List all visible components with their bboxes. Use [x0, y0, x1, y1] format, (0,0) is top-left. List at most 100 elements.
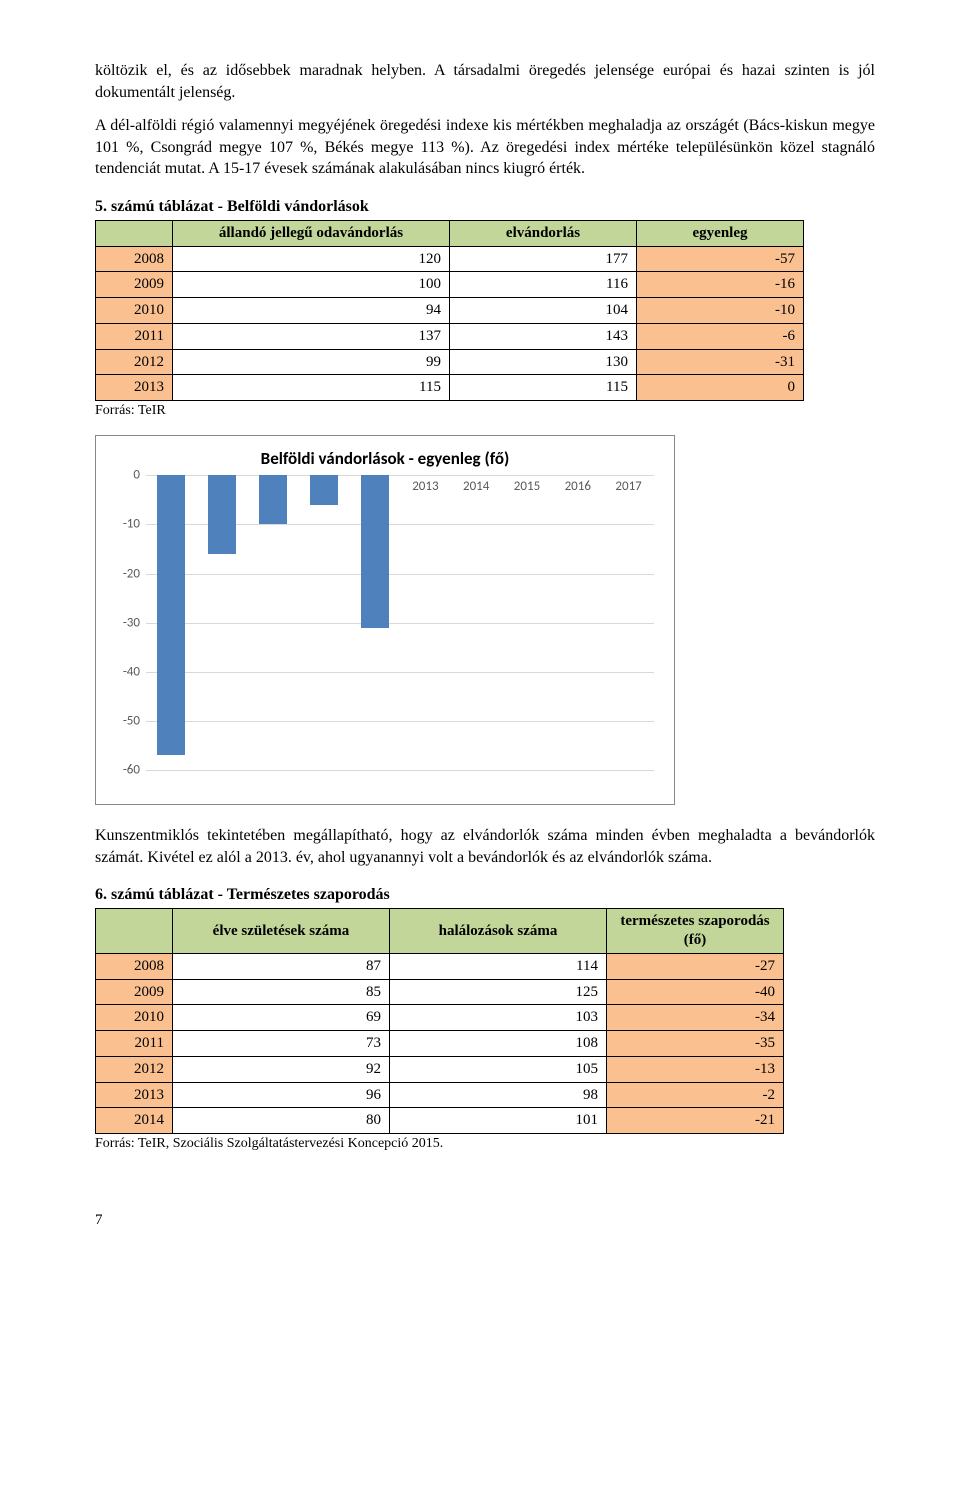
- chart-bar: [208, 475, 236, 554]
- table6-cell: 87: [173, 953, 390, 979]
- table5-cell: -6: [637, 323, 804, 349]
- table-row: 201173108-35: [96, 1031, 784, 1057]
- table6-year: 2014: [96, 1108, 173, 1134]
- table5-cell: -16: [637, 272, 804, 298]
- table5-cell: 104: [450, 298, 637, 324]
- table-row: 201069103-34: [96, 1005, 784, 1031]
- table6-header: halálozások száma: [390, 909, 607, 954]
- table6-header: élve születések száma: [173, 909, 390, 954]
- chart-y-label: -10: [110, 517, 140, 532]
- table6-source: Forrás: TeIR, Szociális Szolgáltatásterv…: [95, 1136, 875, 1152]
- table6-year: 2009: [96, 979, 173, 1005]
- table-row: 2009100116-16: [96, 272, 804, 298]
- chart-x-label: 2014: [451, 479, 502, 494]
- chart-y-label: -20: [110, 566, 140, 581]
- chart-bar: [310, 475, 338, 505]
- chart-x-label: 2015: [502, 479, 553, 494]
- paragraph-1: költözik el, és az idősebbek maradnak he…: [95, 60, 875, 103]
- page-number: 7: [95, 1212, 875, 1229]
- table6-header-blank: [96, 909, 173, 954]
- table5-cell: 120: [173, 246, 450, 272]
- chart-gridline: [146, 623, 654, 624]
- table6-cell: -40: [607, 979, 784, 1005]
- table6-cell: 73: [173, 1031, 390, 1057]
- table5-year: 2011: [96, 323, 173, 349]
- table5-source: Forrás: TeIR: [95, 403, 875, 419]
- page: költözik el, és az idősebbek maradnak he…: [0, 0, 960, 1269]
- chart-y-label: 0: [110, 468, 140, 483]
- table5-cell: -10: [637, 298, 804, 324]
- table5-year: 2010: [96, 298, 173, 324]
- table6-cell: -27: [607, 953, 784, 979]
- table5-header: állandó jellegű odavándorlás: [173, 220, 450, 246]
- table5-cell: 115: [450, 375, 637, 401]
- table5-year: 2013: [96, 375, 173, 401]
- table6-year: 2012: [96, 1056, 173, 1082]
- table6-cell: -2: [607, 1082, 784, 1108]
- table5-cell: 0: [637, 375, 804, 401]
- table6-cell: -13: [607, 1056, 784, 1082]
- table6-cell: 108: [390, 1031, 607, 1057]
- table-row: 2008120177-57: [96, 246, 804, 272]
- table5-cell: -31: [637, 349, 804, 375]
- chart-y-label: -50: [110, 714, 140, 729]
- table-row: 201299130-31: [96, 349, 804, 375]
- table5-cell: 100: [173, 272, 450, 298]
- table5-year: 2012: [96, 349, 173, 375]
- table6-cell: 105: [390, 1056, 607, 1082]
- table6-year: 2013: [96, 1082, 173, 1108]
- table5-year: 2008: [96, 246, 173, 272]
- chart-bar: [157, 475, 185, 755]
- table6-cell: 96: [173, 1082, 390, 1108]
- table6-cell: 101: [390, 1108, 607, 1134]
- table6-cell: 103: [390, 1005, 607, 1031]
- chart-bar: [361, 475, 389, 627]
- table-row: 20139698-2: [96, 1082, 784, 1108]
- table-row: 2011137143-6: [96, 323, 804, 349]
- table5-cell: 137: [173, 323, 450, 349]
- paragraph-3: Kunszentmiklós tekintetében megállapítha…: [95, 825, 875, 868]
- table5-cell: 177: [450, 246, 637, 272]
- chart-y-label: -40: [110, 664, 140, 679]
- chart-gridline: [146, 672, 654, 673]
- table5-cell: 116: [450, 272, 637, 298]
- table5-cell: -57: [637, 246, 804, 272]
- table6-cell: 114: [390, 953, 607, 979]
- table5-cell: 99: [173, 349, 450, 375]
- table6-cell: 98: [390, 1082, 607, 1108]
- chart-x-label: 2016: [552, 479, 603, 494]
- chart-x-label: 2017: [603, 479, 654, 494]
- chart-gridline: [146, 770, 654, 771]
- table-row: 20131151150: [96, 375, 804, 401]
- table5-title: 5. számú táblázat - Belföldi vándorlások: [95, 198, 875, 216]
- table6-header: természetes szaporodás (fő): [607, 909, 784, 954]
- table5-year: 2009: [96, 272, 173, 298]
- table6-cell: 92: [173, 1056, 390, 1082]
- chart-bar: [259, 475, 287, 524]
- table5-header: egyenleg: [637, 220, 804, 246]
- chart-x-label: 2013: [400, 479, 451, 494]
- table-row: 200985125-40: [96, 979, 784, 1005]
- table6-year: 2010: [96, 1005, 173, 1031]
- table6-cell: 69: [173, 1005, 390, 1031]
- table6-cell: 125: [390, 979, 607, 1005]
- table-row: 201094104-10: [96, 298, 804, 324]
- table6: élve születések számahalálozások számate…: [95, 908, 784, 1134]
- table-row: 201480101-21: [96, 1108, 784, 1134]
- table6-cell: 80: [173, 1108, 390, 1134]
- table6-cell: -34: [607, 1005, 784, 1031]
- chart-plot-area: 0-10-20-30-40-50-60200820092010201120122…: [146, 475, 654, 770]
- table-row: 201292105-13: [96, 1056, 784, 1082]
- table6-title: 6. számú táblázat - Természetes szaporod…: [95, 886, 875, 904]
- table5: állandó jellegű odavándorláselvándorláse…: [95, 220, 804, 401]
- table5-cell: 143: [450, 323, 637, 349]
- chart-gridline: [146, 721, 654, 722]
- chart-title: Belföldi vándorlások - egyenleg (fő): [110, 448, 660, 469]
- migration-chart: Belföldi vándorlások - egyenleg (fő) 0-1…: [95, 435, 675, 805]
- chart-y-label: -30: [110, 615, 140, 630]
- paragraph-2: A dél-alföldi régió valamennyi megyéjéne…: [95, 115, 875, 180]
- table6-year: 2008: [96, 953, 173, 979]
- table6-cell: 85: [173, 979, 390, 1005]
- table6-cell: -21: [607, 1108, 784, 1134]
- table5-cell: 130: [450, 349, 637, 375]
